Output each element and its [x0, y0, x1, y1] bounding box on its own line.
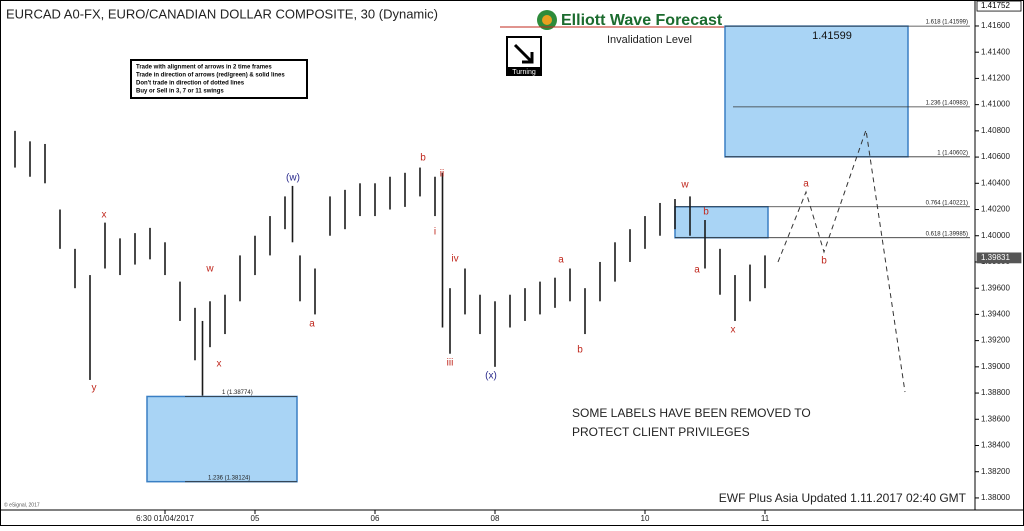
wave-label: b — [420, 153, 426, 164]
note: PROTECT CLIENT PRIVILEGES — [572, 425, 750, 439]
rules-frame — [130, 59, 308, 99]
footer: EWF Plus Asia Updated 1.11.2017 02:40 GM… — [719, 491, 967, 505]
wave-label: x — [217, 359, 222, 370]
fib-label: 1 (1.40602) — [937, 150, 968, 156]
rule: Don't trade in direction of dotted lines — [136, 81, 245, 87]
wave-label: a — [309, 319, 315, 330]
y-tick-label: 1.41000 — [981, 100, 1010, 109]
wave-label: i — [434, 227, 436, 238]
logo: Elliott Wave Forecast Invalidation Level — [537, 10, 723, 46]
wave-label: x — [731, 325, 736, 336]
x-tick-label: 10 — [641, 514, 650, 523]
chart-title: EURCAD A0-FX, EURO/CANADIAN DOLLAR COMPO… — [6, 6, 438, 21]
note: SOME LABELS HAVE BEEN REMOVED TO — [572, 406, 811, 420]
x-tick-label: 06 — [371, 514, 380, 523]
y-tick-label: 1.39000 — [981, 362, 1010, 371]
wave-label: w — [680, 180, 689, 191]
x-tick-label: 11 — [761, 514, 770, 523]
target-label: 1.41599 — [812, 30, 852, 42]
rule: Trade in direction of arrows (red/green)… — [136, 73, 285, 79]
wave-label: w — [205, 264, 214, 275]
fib-label: 1 (1.38774) — [222, 390, 253, 396]
y-tick-label: 1.38400 — [981, 441, 1010, 450]
target-zone — [724, 25, 909, 158]
wave-label: (w) — [286, 173, 300, 184]
price-marker: 1.41752 — [981, 1, 1010, 10]
y-tick-label: 1.38800 — [981, 388, 1010, 397]
price-marker-box — [976, 0, 1022, 12]
x-tick-label: 05 — [251, 514, 260, 523]
fib-label: 1.236 (1.38124) — [208, 475, 250, 481]
invalidation-label: Invalidation Level — [607, 34, 692, 46]
copyright: © eSignal, 2017 — [4, 501, 40, 508]
y-tick-label: 1.40400 — [981, 178, 1010, 187]
wave-label: a — [694, 265, 700, 276]
price-marker: 1.39831 — [981, 253, 1010, 262]
wave-label: b — [577, 345, 583, 356]
target-zone — [146, 395, 298, 483]
wave-label: iii — [447, 358, 454, 369]
fib-label: 1.236 (1.40983) — [926, 100, 968, 106]
y-tick-label: 1.41200 — [981, 74, 1010, 83]
logo-icon-inner — [542, 15, 552, 25]
rule: Trade with alignment of arrows in 2 time… — [136, 65, 272, 71]
wave-label: iv — [451, 254, 458, 265]
y-tick-label: 1.40000 — [981, 231, 1010, 240]
y-tick-label: 1.40200 — [981, 205, 1010, 214]
wave-label: a — [558, 255, 564, 266]
target-zone — [674, 206, 769, 239]
wave-label: y — [92, 383, 97, 394]
rules-box: Trade with alignment of arrows in 2 time… — [130, 59, 308, 99]
y-tick-label: 1.39400 — [981, 310, 1010, 319]
wave-label: a — [803, 179, 809, 190]
price-marker-box — [976, 252, 1022, 264]
y-tick-label: 1.38600 — [981, 414, 1010, 423]
y-tick-label: 1.39200 — [981, 336, 1010, 345]
y-tick-label: 1.41600 — [981, 21, 1010, 30]
wave-label: x — [102, 210, 107, 221]
turning-bar — [507, 67, 541, 76]
turning-label: Turning — [512, 69, 536, 76]
fib-label: 0.764 (1.40221) — [926, 200, 968, 206]
y-tick-label: 1.40600 — [981, 152, 1010, 161]
y-tick-label: 1.38200 — [981, 467, 1010, 476]
projection-path — [777, 129, 906, 393]
y-tick-label: 1.40800 — [981, 126, 1010, 135]
wave-label: b — [821, 256, 827, 267]
y-tick-label: 1.38000 — [981, 493, 1010, 502]
x-tick-label: 6:30 01/04/2017 — [136, 514, 194, 523]
wave-label: b — [703, 207, 709, 218]
brand: Elliott Wave Forecast — [561, 12, 723, 29]
turning-arrow — [513, 43, 534, 64]
y-tick-label: 1.39600 — [981, 283, 1010, 292]
wave-label: (x) — [485, 371, 497, 382]
fib-label: 1.618 (1.41599) — [926, 20, 968, 26]
x-tick-label: 08 — [491, 514, 500, 523]
y-tick-label: 1.41400 — [981, 47, 1010, 56]
rule: Buy or Sell in 3, 7 or 11 swings — [136, 89, 224, 95]
wave-label: ii — [440, 169, 444, 180]
fib-label: 0.618 (1.39985) — [926, 231, 968, 237]
turning-icon: Turning — [506, 36, 542, 76]
